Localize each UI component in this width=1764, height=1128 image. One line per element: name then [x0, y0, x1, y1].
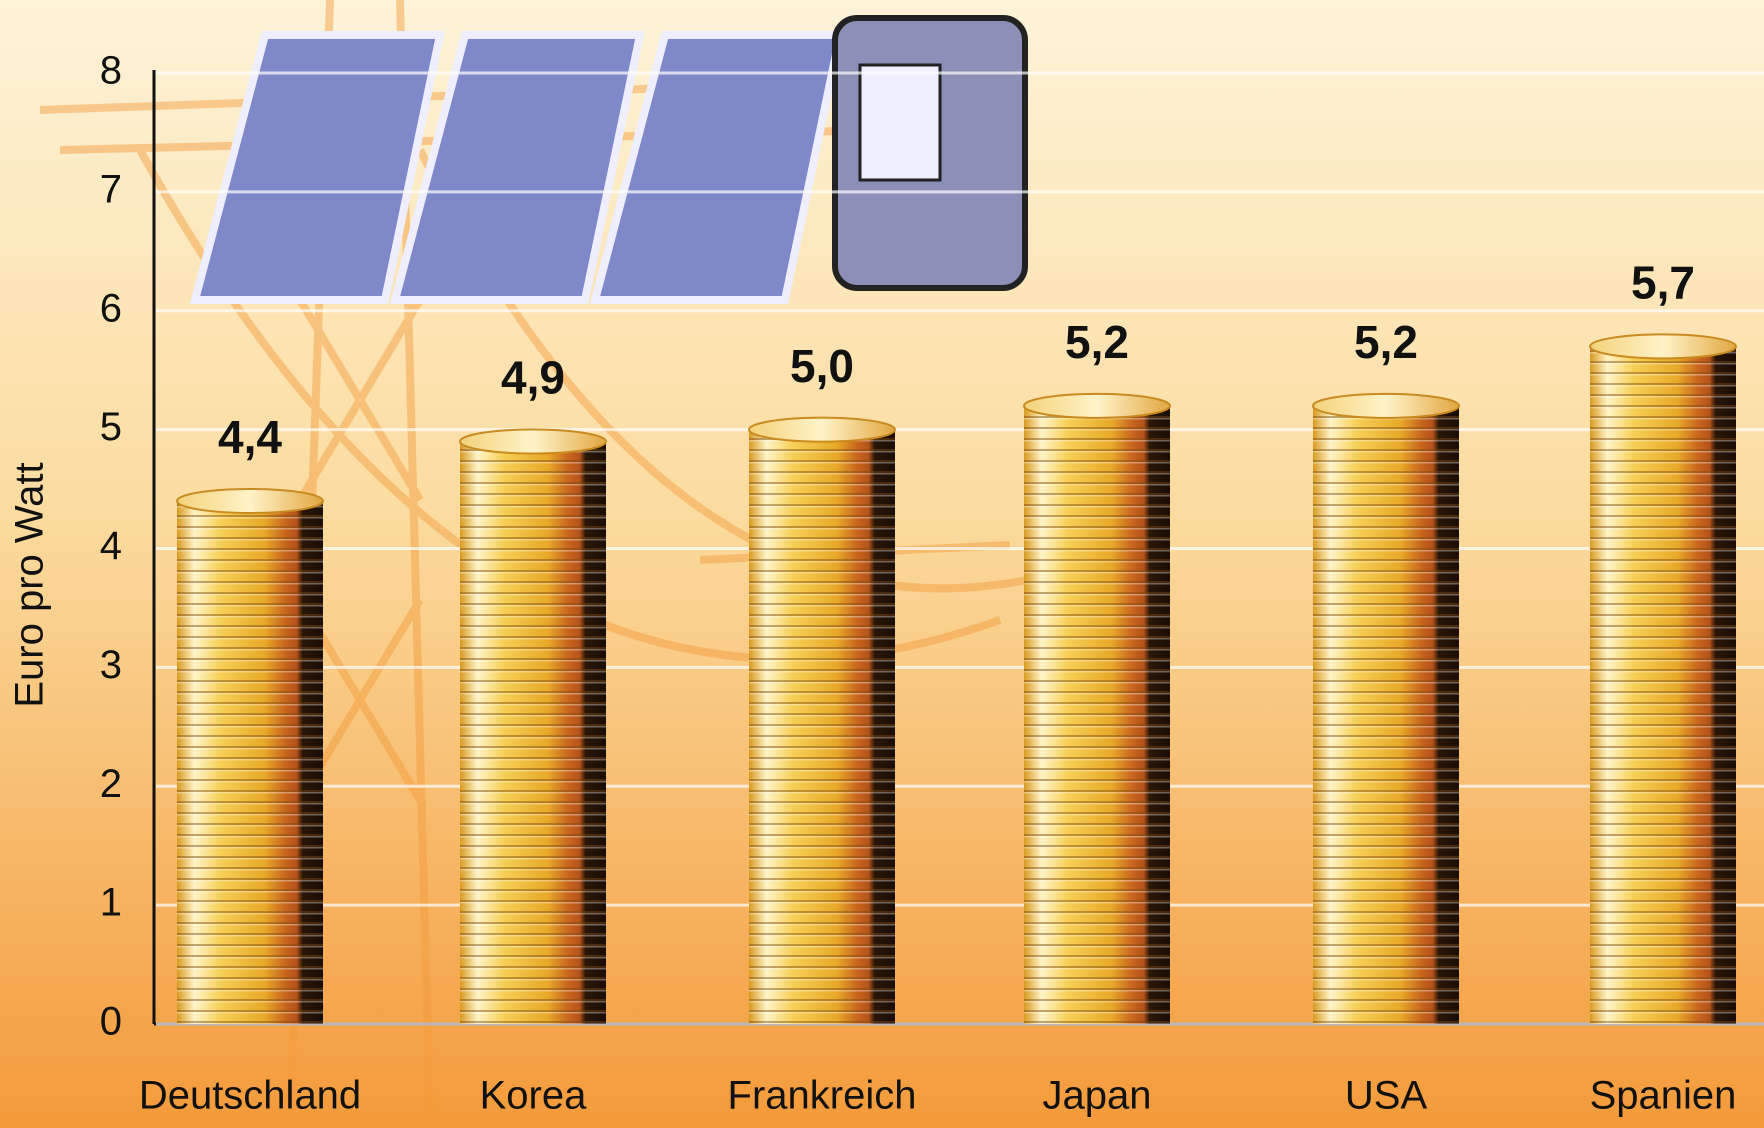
x-tick-label: Frankreich	[728, 1074, 917, 1118]
coin-rims	[749, 429, 895, 1024]
coin-top	[1589, 333, 1737, 360]
value-label: 5,7	[1631, 257, 1695, 309]
x-tick-label: Deutschland	[139, 1074, 361, 1118]
y-tick-label: 7	[100, 167, 122, 211]
y-tick-label: 5	[100, 405, 122, 449]
y-tick-label: 6	[100, 286, 122, 330]
value-label: 4,9	[501, 352, 565, 404]
coin-rims	[1024, 405, 1170, 1025]
coin-rims	[177, 500, 323, 1024]
y-tick-label: 1	[100, 881, 122, 925]
coin-rims	[460, 441, 606, 1024]
value-label: 5,0	[790, 340, 854, 392]
y-tick-label: 2	[100, 762, 122, 806]
x-tick-label: USA	[1345, 1074, 1428, 1118]
value-label: 5,2	[1065, 316, 1129, 368]
coin-rims	[1313, 405, 1459, 1025]
y-tick-label: 0	[100, 1000, 122, 1044]
coin-rims	[1590, 346, 1736, 1025]
y-tick-label: 3	[100, 643, 122, 687]
value-label: 4,4	[218, 411, 282, 463]
x-tick-label: Spanien	[1590, 1074, 1737, 1118]
coin-top	[176, 487, 324, 514]
solar-panels	[189, 15, 1028, 304]
coin-top	[459, 428, 607, 455]
coin-top	[1023, 392, 1171, 419]
coin-top	[1312, 392, 1460, 419]
x-tick-label: Japan	[1043, 1074, 1152, 1118]
value-label: 5,2	[1354, 316, 1418, 368]
x-tick-label: Korea	[480, 1074, 587, 1118]
y-tick-label: 4	[100, 524, 122, 568]
coin-top	[748, 416, 896, 443]
y-tick-label: 8	[100, 49, 122, 93]
y-axis-title: Euro pro Watt	[8, 462, 52, 707]
